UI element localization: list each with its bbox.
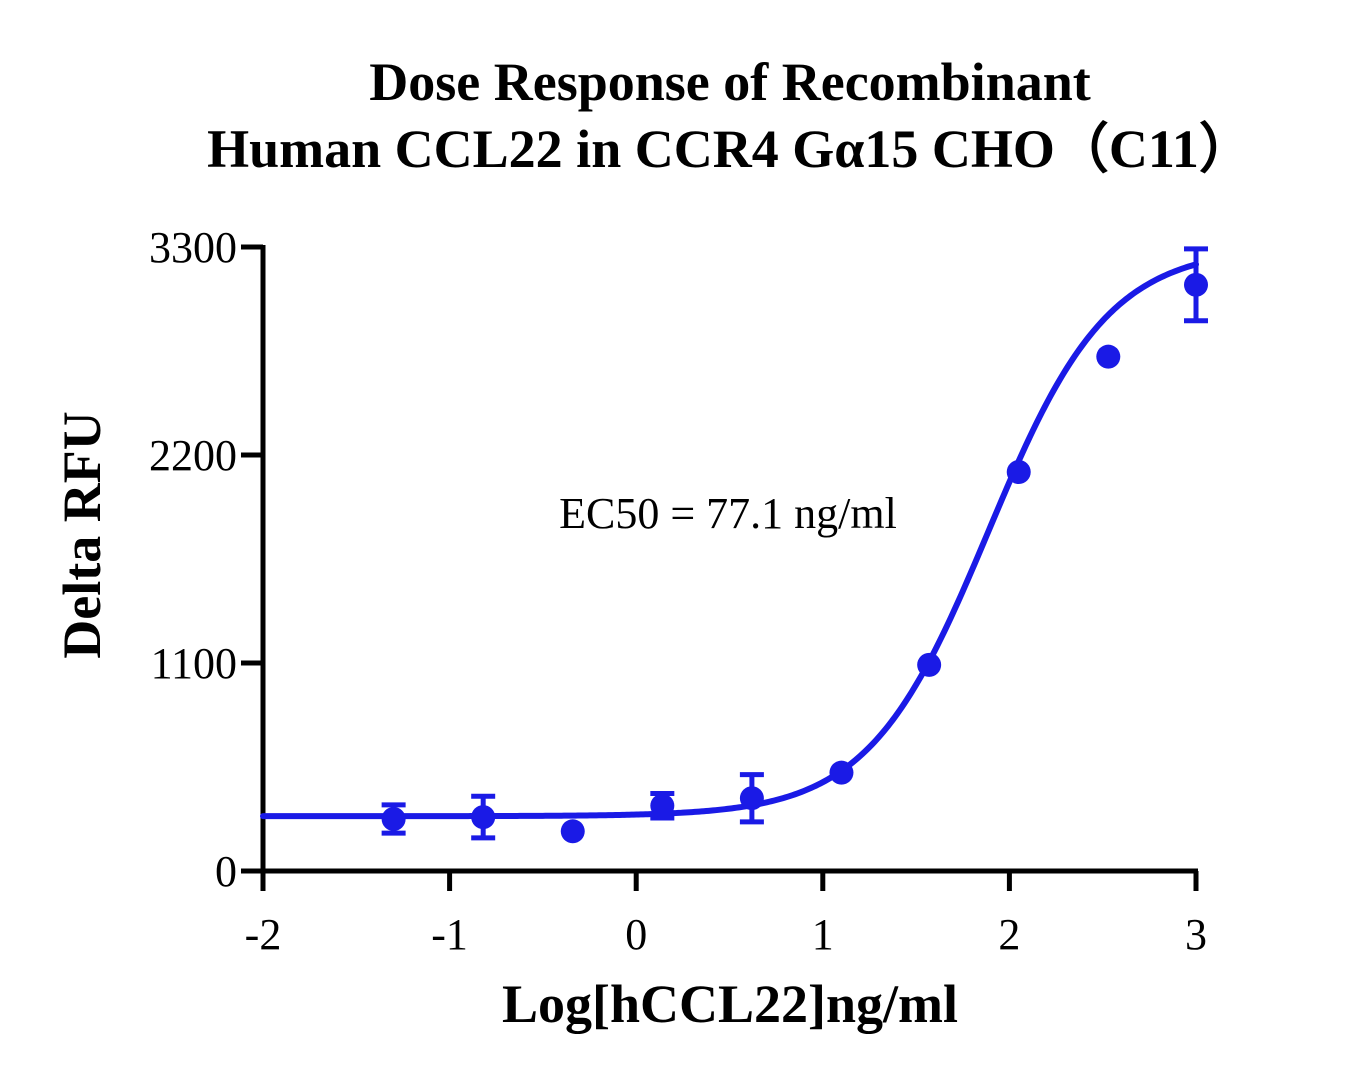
y-tick-label: 0: [215, 847, 237, 896]
x-tick-label: -1: [431, 910, 468, 959]
fit-curve-layer: [260, 261, 1199, 820]
y-tick-label: 3300: [149, 223, 237, 272]
data-point: [1096, 344, 1121, 369]
ec50-annotation: EC50 = 77.1 ng/ml: [559, 489, 897, 538]
data-point: [381, 807, 406, 831]
y-tick-label: 1100: [151, 639, 237, 688]
chart-title-line-1: Dose Response of Recombinant: [369, 52, 1091, 112]
fit-curve: [260, 261, 1199, 820]
y-axis-ticks: 0 1100 2200 3300: [149, 223, 263, 896]
y-axis-title: Delta RFU: [52, 411, 112, 658]
data-point: [829, 760, 854, 785]
x-axis-ticks: -2 -1 0 1 2 3: [245, 871, 1207, 959]
x-tick-label: -2: [245, 910, 282, 959]
data-points-layer: [381, 246, 1208, 844]
x-tick-label: 2: [998, 910, 1020, 959]
data-point: [471, 805, 496, 830]
data-point: [739, 786, 764, 811]
data-point: [917, 652, 942, 677]
data-point: [650, 793, 675, 818]
x-tick-label: 3: [1185, 910, 1207, 959]
x-tick-label: 1: [812, 910, 834, 959]
data-point: [1184, 272, 1208, 297]
data-point: [1006, 460, 1031, 485]
y-tick-label: 2200: [149, 431, 237, 480]
chart-title-line-2: Human CCL22 in CCR4 Gα15 CHO（C11）: [207, 119, 1253, 179]
x-tick-label: 0: [625, 910, 647, 959]
axes: [260, 245, 1198, 874]
x-axis-title: Log[hCCL22]ng/ml: [502, 974, 958, 1034]
data-point: [560, 819, 585, 844]
